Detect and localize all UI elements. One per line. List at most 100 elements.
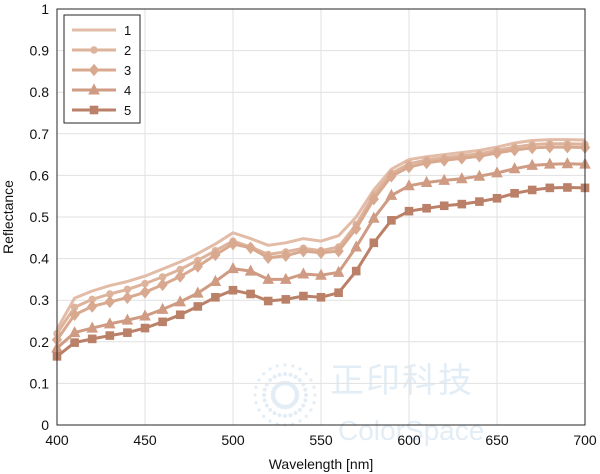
data-point-diamond (491, 146, 503, 160)
y-axis-label: Reflectance (0, 180, 16, 254)
data-point-triangle (297, 267, 310, 279)
legend-label: 5 (124, 103, 131, 118)
data-point-square (140, 323, 150, 333)
data-point-diamond (157, 278, 168, 292)
watermark-dot (293, 374, 298, 379)
data-point-triangle (508, 162, 521, 174)
data-point-diamond (456, 152, 467, 165)
legend: 1 2 3 4 5 (63, 14, 141, 124)
data-point-square (351, 266, 361, 276)
data-point-triangle (491, 166, 503, 178)
data-point-square (510, 188, 519, 198)
data-point-diamond (562, 140, 573, 154)
legend-item: 4 (72, 83, 131, 98)
watermark-dot (303, 398, 308, 403)
data-point-square (563, 183, 572, 192)
watermark-dot (257, 378, 261, 382)
data-point-triangle (156, 302, 169, 314)
data-point-diamond (315, 246, 327, 260)
data-point-square (439, 201, 449, 211)
data-point-square (228, 285, 238, 295)
watermark-dot (312, 401, 316, 405)
watermark-dot (277, 413, 282, 418)
y-tick-label: 1 (41, 1, 49, 17)
data-point-circle (90, 46, 98, 54)
series-4 (51, 157, 591, 353)
data-point-triangle (455, 172, 468, 184)
watermark-dot (262, 387, 267, 392)
data-point-triangle (139, 309, 151, 321)
data-point-triangle (403, 179, 415, 191)
data-point-square (70, 338, 79, 347)
data-point-square (89, 105, 99, 115)
watermark-dot (313, 393, 317, 397)
watermark-dot (304, 393, 308, 397)
data-point-diamond (386, 169, 397, 183)
data-point-triangle (438, 173, 451, 185)
data-point-triangle (209, 274, 222, 286)
watermark-dot (262, 398, 267, 403)
x-tick-label: 450 (133, 432, 157, 448)
data-point-triangle (121, 313, 134, 325)
data-point-diamond (421, 156, 432, 170)
watermark-dot (272, 411, 277, 416)
data-point-square (87, 334, 97, 344)
data-point-triangle (103, 317, 116, 329)
data-point-square (158, 317, 167, 327)
legend-item: 5 (72, 103, 131, 118)
y-tick-label: 0.2 (30, 334, 50, 350)
data-point-triangle (367, 211, 380, 223)
y-tick-label: 0.9 (30, 43, 50, 59)
data-point-circle (141, 279, 149, 288)
data-point-square (263, 296, 273, 306)
y-tick-label: 0.1 (30, 375, 50, 391)
legend-label: 4 (124, 83, 131, 98)
data-point-triangle (174, 295, 187, 307)
watermark-dot (262, 393, 266, 397)
watermark-dot (297, 378, 302, 383)
data-point-diamond (104, 295, 115, 309)
legend-label: 2 (124, 43, 131, 58)
data-point-triangle (543, 157, 556, 169)
x-axis-label: Wavelength [nm] (269, 456, 374, 472)
data-point-square (246, 289, 255, 299)
watermark-dot (268, 419, 272, 423)
data-point-square (457, 199, 467, 209)
data-point-triangle (244, 264, 257, 276)
watermark-dot (309, 378, 313, 382)
data-point-triangle (279, 272, 292, 284)
watermark-dot (283, 372, 287, 376)
data-point-triangle (561, 157, 574, 169)
watermark-dot (312, 385, 316, 389)
data-point-diamond (210, 248, 221, 262)
y-tick-label: 0.4 (30, 251, 50, 267)
watermark-dot (294, 389, 299, 395)
watermark-logo-icon (253, 363, 317, 427)
y-tick-label: 0.5 (30, 209, 50, 225)
data-point-square (175, 310, 185, 320)
data-point-diamond (544, 140, 555, 154)
data-point-diamond (474, 149, 485, 163)
data-point-triangle (420, 175, 433, 187)
watermark-dot (277, 372, 282, 377)
watermark-dot (283, 414, 287, 418)
x-tick-label: 650 (485, 432, 509, 448)
watermark-cn-text: 正印科技 (330, 361, 474, 401)
watermark-dot (262, 414, 266, 418)
watermark-dot (268, 407, 273, 412)
data-point-diamond (87, 300, 98, 313)
data-point-diamond (263, 251, 274, 265)
data-point-square (545, 183, 555, 193)
data-point-triangle (332, 265, 345, 277)
data-point-triangle (191, 286, 204, 298)
data-point-diamond (122, 291, 133, 304)
y-tick-labels: 0 0.1 0.2 0.3 0.4 0.5 0.6 0.7 0.8 0.9 1 (30, 1, 50, 433)
data-point-diamond (351, 222, 362, 235)
x-tick-label: 500 (221, 432, 245, 448)
data-point-triangle (350, 240, 363, 252)
data-point-square (422, 203, 431, 213)
legend-item: 2 (72, 43, 131, 58)
y-tick-label: 0.7 (30, 126, 50, 142)
watermark-en-text: ColorSpace (338, 415, 484, 446)
data-point-diamond (192, 260, 203, 273)
